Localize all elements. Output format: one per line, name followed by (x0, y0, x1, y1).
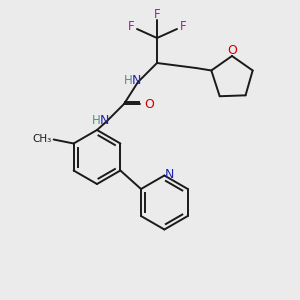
Text: F: F (128, 20, 134, 34)
Text: H: H (92, 113, 100, 127)
Text: F: F (180, 20, 186, 34)
Text: N: N (131, 74, 141, 86)
Text: CH₃: CH₃ (32, 134, 52, 143)
Text: F: F (154, 8, 160, 22)
Text: O: O (144, 98, 154, 110)
Text: N: N (99, 113, 109, 127)
Text: N: N (165, 168, 174, 181)
Text: H: H (124, 74, 132, 86)
Text: O: O (227, 44, 237, 58)
